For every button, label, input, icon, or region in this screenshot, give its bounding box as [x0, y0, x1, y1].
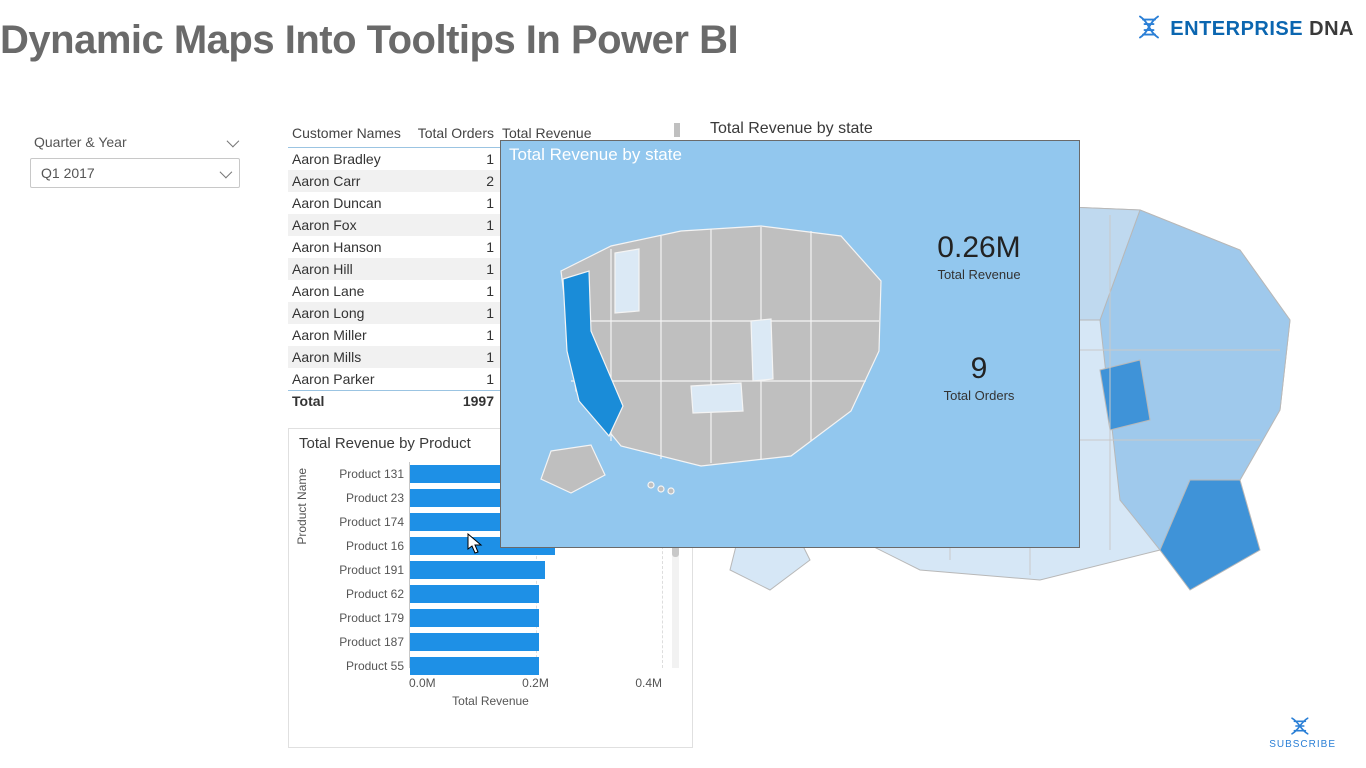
- kpi-label: Total Orders: [909, 388, 1049, 403]
- brand-text: ENTERPRISE DNA: [1170, 18, 1354, 41]
- cell-name: Aaron Long: [292, 305, 412, 321]
- bg-map-title: Total Revenue by state: [710, 120, 873, 138]
- bar-fill: [410, 657, 539, 675]
- cursor-icon: [467, 533, 483, 555]
- slicer-selected: Q1 2017: [41, 165, 95, 181]
- tooltip-kpis: 0.26M Total Revenue 9 Total Orders: [909, 231, 1049, 403]
- cell-name: Aaron Hanson: [292, 239, 412, 255]
- cell-orders: 1: [412, 217, 502, 233]
- brand-word-2: DNA: [1303, 18, 1354, 40]
- cell-name: Aaron Fox: [292, 217, 412, 233]
- slicer-quarter-year: Quarter & Year Q1 2017: [30, 130, 240, 188]
- bar-label: Product 179: [339, 611, 410, 625]
- brand-word-1: ENTERPRISE: [1170, 18, 1303, 40]
- cell-name: Aaron Parker: [292, 371, 412, 387]
- cell-name: Aaron Duncan: [292, 195, 412, 211]
- total-label: Total: [292, 393, 412, 409]
- subscribe-label: SUBSCRIBE: [1269, 739, 1336, 750]
- kpi-label: Total Revenue: [909, 267, 1049, 282]
- cell-orders: 1: [412, 349, 502, 365]
- bar-row[interactable]: Product 179: [410, 606, 662, 630]
- total-orders: 1997: [412, 393, 502, 409]
- x-tick: 0.2M: [522, 676, 549, 690]
- slicer-dropdown[interactable]: Q1 2017: [30, 158, 240, 188]
- cell-name: Aaron Lane: [292, 283, 412, 299]
- cell-orders: 1: [412, 371, 502, 387]
- cell-orders: 1: [412, 151, 502, 167]
- kpi-total-revenue: 0.26M Total Revenue: [909, 231, 1049, 282]
- bar-fill: [410, 609, 539, 627]
- page-title: Dynamic Maps Into Tooltips In Power BI: [0, 18, 738, 63]
- cell-name: Aaron Carr: [292, 173, 412, 189]
- bar-label: Product 131: [339, 467, 410, 481]
- cell-orders: 1: [412, 283, 502, 299]
- bar-label: Product 16: [346, 539, 410, 553]
- col-total-revenue[interactable]: Total Revenue: [502, 125, 674, 141]
- bar-fill: [410, 561, 545, 579]
- kpi-value: 9: [909, 352, 1049, 386]
- table-scroll-thumb[interactable]: [674, 123, 680, 137]
- tooltip-us-map: [531, 201, 911, 501]
- map-tooltip: Total Revenue by state: [500, 140, 1080, 548]
- bar-label: Product 23: [346, 491, 410, 505]
- bar-fill: [410, 585, 539, 603]
- cell-orders: 1: [412, 327, 502, 343]
- cell-name: Aaron Mills: [292, 349, 412, 365]
- slicer-label: Quarter & Year: [34, 134, 127, 150]
- cell-name: Aaron Hill: [292, 261, 412, 277]
- bar-label: Product 62: [346, 587, 410, 601]
- cell-name: Aaron Bradley: [292, 151, 412, 167]
- bar-row[interactable]: Product 62: [410, 582, 662, 606]
- tooltip-title: Total Revenue by state: [501, 141, 1079, 165]
- cell-orders: 1: [412, 305, 502, 321]
- cell-name: Aaron Miller: [292, 327, 412, 343]
- y-axis-label: Product Name: [295, 468, 309, 545]
- kpi-value: 0.26M: [909, 231, 1049, 265]
- bar-fill: [410, 633, 539, 651]
- chevron-down-icon: [227, 134, 236, 150]
- bar-label: Product 174: [339, 515, 410, 529]
- x-tick: 0.4M: [635, 676, 662, 690]
- cell-orders: 1: [412, 261, 502, 277]
- bar-row[interactable]: Product 55: [410, 654, 662, 678]
- cell-orders: 1: [412, 239, 502, 255]
- kpi-total-orders: 9 Total Orders: [909, 352, 1049, 403]
- dna-icon: [1134, 12, 1164, 47]
- brand-logo: ENTERPRISE DNA: [1134, 12, 1354, 47]
- bar-row[interactable]: Product 191: [410, 558, 662, 582]
- x-axis-ticks: 0.0M 0.2M 0.4M: [409, 676, 662, 690]
- bar-row[interactable]: Product 187: [410, 630, 662, 654]
- bar-label: Product 191: [339, 563, 410, 577]
- chevron-down-icon: [220, 165, 229, 181]
- bar-label: Product 187: [339, 635, 410, 649]
- bar-label: Product 55: [346, 659, 410, 673]
- col-total-orders[interactable]: Total Orders: [412, 125, 502, 141]
- subscribe-badge[interactable]: SUBSCRIBE: [1269, 715, 1336, 750]
- slicer-header[interactable]: Quarter & Year: [30, 130, 240, 158]
- x-axis-label: Total Revenue: [299, 694, 682, 708]
- cell-orders: 1: [412, 195, 502, 211]
- col-customer-names[interactable]: Customer Names: [292, 125, 412, 141]
- x-tick: 0.0M: [409, 676, 436, 690]
- cell-orders: 2: [412, 173, 502, 189]
